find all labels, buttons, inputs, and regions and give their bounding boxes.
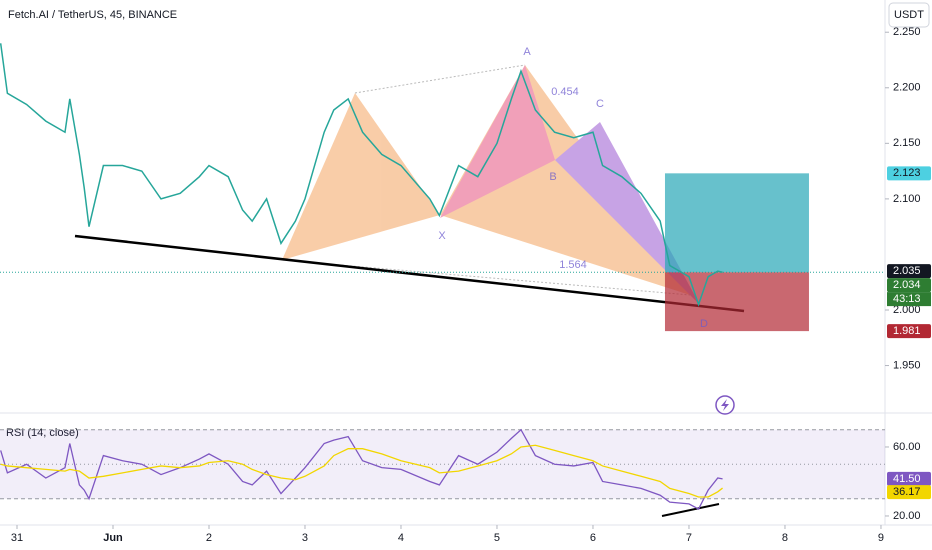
symbol-title: Fetch.AI / TetherUS, 45, BINANCE [8,9,177,21]
pattern-guide [354,64,526,94]
pattern-leg [282,93,440,260]
pattern-leg [555,122,700,305]
price-badge [887,264,931,279]
price-line [0,43,723,307]
pattern-label: C [596,98,604,110]
time-tick-label: Jun [103,532,123,544]
rsi-tick-label: 20.00 [893,510,921,522]
price-tick-label: 2.150 [893,137,921,149]
time-tick-label: 7 [686,532,692,544]
pattern-label: 0.454 [551,86,579,98]
pattern-label: 1.564 [559,259,587,271]
price-badge-label: 2.035 [893,265,921,277]
rsi-tick-label: 60.00 [893,441,921,453]
time-tick-label: 5 [494,532,500,544]
time-tick-label: 2 [206,532,212,544]
rsi-line [0,428,723,510]
pattern-label: A [523,46,531,58]
alert-icon-bolt [721,399,729,411]
price-tick-label: 1.950 [893,359,921,371]
harmonic-pattern [282,65,700,305]
price-tick-label: 2.200 [893,82,921,94]
price-badge [887,324,931,339]
rsi-line [0,444,723,498]
countdown-label: 43:13 [893,293,921,305]
time-tick-label: 9 [878,532,884,544]
time-tick-label: 3 [302,532,308,544]
time-tick-label: 31 [11,532,23,544]
countdown-badge [887,292,931,307]
rsi-badge-label: 36.17 [893,486,921,498]
price-tick-label: 2.250 [893,26,921,38]
price-badge [887,278,931,293]
price-tick-label: 2.000 [893,304,921,316]
rsi-badge [887,471,931,486]
rsi-divergence-line [661,503,720,517]
time-tick-label: 8 [782,532,788,544]
profit-zone [664,173,809,273]
rsi-badge-label: 41.50 [893,473,921,485]
loss-zone [664,272,809,332]
pattern-label: B [549,171,556,183]
rsi-band [0,429,885,499]
currency-button[interactable] [888,2,930,28]
pattern-label: X [438,230,446,242]
price-badge-label: 2.034 [893,279,921,291]
price-badge-label: 2.123 [893,167,921,179]
time-tick-label: 4 [398,532,404,544]
currency-label: USDT [894,9,924,21]
pattern-label: D [700,318,708,330]
rsi-badge [887,485,931,500]
price-tick-label: 2.100 [893,193,921,205]
price-badge [887,166,931,181]
price-badge-label: 1.981 [893,325,921,337]
time-tick-label: 6 [590,532,596,544]
trend-line [74,234,745,313]
